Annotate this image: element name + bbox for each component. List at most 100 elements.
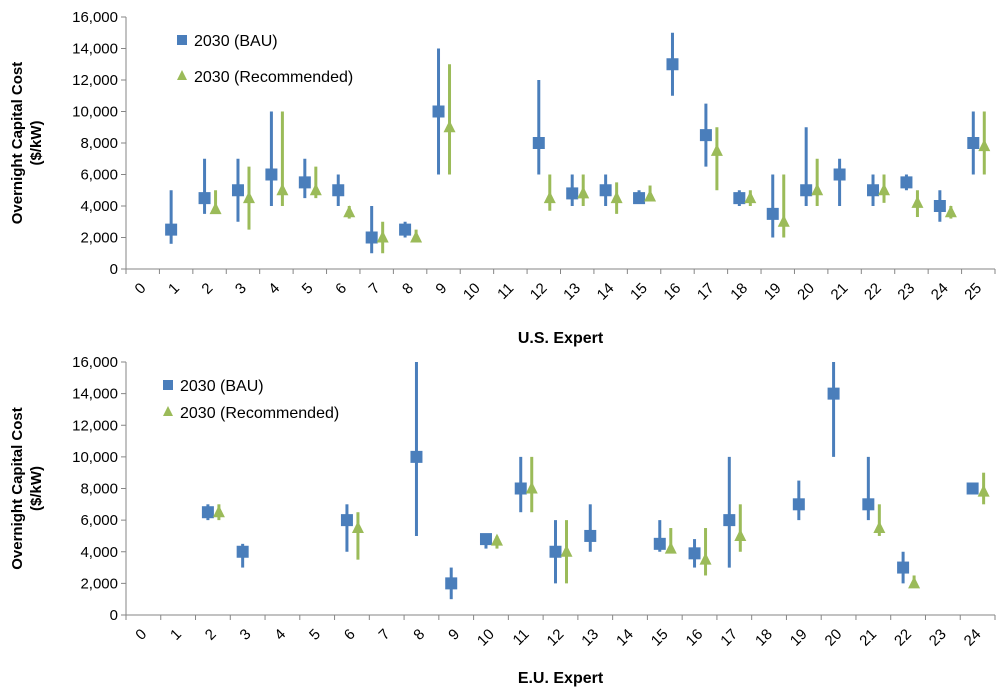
data-point-square bbox=[198, 192, 211, 205]
x-tick-label: 0 bbox=[132, 280, 150, 298]
legend-marker-square bbox=[177, 35, 187, 45]
x-tick-label: 11 bbox=[510, 626, 533, 649]
data-point-square bbox=[298, 176, 311, 189]
data-point-square bbox=[933, 200, 946, 212]
x-tick-label: 17 bbox=[717, 626, 741, 650]
x-tick-label: 12 bbox=[527, 280, 551, 304]
data-point-triangle bbox=[490, 533, 503, 546]
data-point-triangle bbox=[577, 186, 590, 199]
y-tick-label: 8,000 bbox=[80, 135, 118, 152]
x-tick-label: 3 bbox=[232, 280, 250, 298]
x-tick-label: 14 bbox=[594, 280, 618, 304]
y-tick-label: 2,000 bbox=[80, 575, 118, 592]
y-tick-label: 6,000 bbox=[80, 512, 118, 529]
data-point-square bbox=[340, 514, 353, 527]
data-point-square bbox=[792, 498, 805, 511]
x-tick-label: 10 bbox=[474, 626, 498, 650]
y-axis-title-unit: ($/kW) bbox=[28, 466, 45, 511]
data-point-square bbox=[566, 187, 579, 200]
x-tick-label: 7 bbox=[366, 280, 384, 298]
data-point-triangle bbox=[212, 505, 225, 518]
y-tick-label: 10,000 bbox=[72, 449, 118, 466]
y-tick-label: 12,000 bbox=[72, 417, 118, 434]
data-point-triangle bbox=[610, 191, 623, 204]
x-tick-label: 15 bbox=[627, 280, 651, 304]
data-point-triangle bbox=[560, 544, 573, 557]
x-tick-label: 9 bbox=[432, 280, 450, 298]
data-point-square bbox=[653, 537, 666, 550]
y-tick-label: 10,000 bbox=[72, 104, 118, 121]
y-tick-label: 0 bbox=[110, 261, 118, 278]
data-point-triangle bbox=[944, 205, 957, 218]
series-recommended bbox=[212, 456, 990, 589]
data-point-square bbox=[967, 137, 980, 149]
x-tick-label: 4 bbox=[265, 280, 283, 298]
data-point-square bbox=[699, 129, 712, 142]
data-point-triangle bbox=[410, 230, 423, 243]
x-tick-label: 16 bbox=[683, 626, 707, 650]
y-tick-label: 16,000 bbox=[72, 354, 118, 371]
data-point-square bbox=[800, 184, 813, 197]
y-tick-label: 4,000 bbox=[80, 198, 118, 215]
data-point-triangle bbox=[525, 481, 538, 494]
chart-panel-2: 0 2,000 4,000 6,000 8,000 10,000 12,000 14,000 1… bbox=[9, 354, 996, 687]
legend-label: 2030 (BAU) bbox=[180, 378, 264, 395]
data-point-triangle bbox=[699, 552, 712, 565]
data-point-square bbox=[231, 184, 244, 197]
data-point-square bbox=[827, 387, 840, 400]
legend-marker-triangle bbox=[177, 70, 187, 80]
data-point-triangle bbox=[978, 139, 991, 152]
data-point-triangle bbox=[309, 183, 322, 196]
y-tick-label: 16,000 bbox=[72, 9, 118, 26]
x-tick-label: 16 bbox=[660, 280, 684, 304]
x-tick-label: 21 bbox=[828, 280, 852, 304]
legend: 2030 (BAU) 2030 (Recommended) bbox=[163, 378, 339, 422]
data-point-triangle bbox=[777, 214, 790, 227]
x-tick-label: 13 bbox=[560, 280, 584, 304]
x-tick-label: 4 bbox=[271, 626, 289, 644]
x-tick-label: 7 bbox=[376, 626, 394, 644]
x-tick-label: 1 bbox=[165, 280, 183, 298]
data-point-square bbox=[365, 231, 378, 244]
data-point-triangle bbox=[734, 528, 747, 541]
data-point-square bbox=[733, 192, 746, 205]
legend-marker-triangle bbox=[163, 406, 173, 416]
x-tick-label: 2 bbox=[198, 280, 216, 298]
y-tick-label: 6,000 bbox=[80, 167, 118, 184]
x-tick-label: 3 bbox=[237, 626, 255, 644]
x-tick-label: 18 bbox=[752, 626, 776, 650]
data-point-square bbox=[833, 168, 846, 181]
x-tick-label: 22 bbox=[891, 626, 915, 650]
x-tick-label: 19 bbox=[761, 280, 785, 304]
data-point-square bbox=[201, 506, 214, 519]
x-tick-label: 24 bbox=[928, 280, 952, 304]
y-axis-title: Overnight Capital Cost bbox=[9, 407, 26, 570]
x-tick-label: 9 bbox=[445, 626, 463, 644]
x-tick-label: 2 bbox=[202, 626, 220, 644]
y-tick-label: 12,000 bbox=[72, 72, 118, 89]
x-tick-label: 18 bbox=[727, 280, 751, 304]
legend-label: 2030 (Recommended) bbox=[194, 69, 353, 86]
y-tick-label: 14,000 bbox=[72, 386, 118, 403]
data-point-square bbox=[666, 58, 679, 71]
x-tick-label: 24 bbox=[961, 626, 985, 650]
data-point-triangle bbox=[664, 541, 677, 554]
data-point-square bbox=[399, 223, 412, 236]
y-tick-label: 8,000 bbox=[80, 481, 118, 498]
data-point-square bbox=[723, 514, 736, 527]
data-point-square bbox=[900, 176, 913, 189]
data-point-square bbox=[549, 545, 562, 558]
data-point-triangle bbox=[644, 189, 657, 202]
series-bau bbox=[201, 362, 979, 600]
data-point-square bbox=[445, 577, 458, 590]
data-point-square bbox=[236, 545, 249, 558]
x-tick-label: 17 bbox=[694, 280, 718, 304]
data-point-triangle bbox=[811, 183, 824, 196]
x-tick-label: 8 bbox=[399, 280, 417, 298]
data-point-square bbox=[897, 561, 910, 574]
y-tick-label: 4,000 bbox=[80, 544, 118, 561]
y-axis-title: Overnight Capital Cost bbox=[9, 62, 26, 225]
y-axis-title-unit: ($/kW) bbox=[28, 120, 45, 165]
legend-label: 2030 (BAU) bbox=[194, 33, 278, 50]
data-point-triangle bbox=[276, 183, 289, 196]
